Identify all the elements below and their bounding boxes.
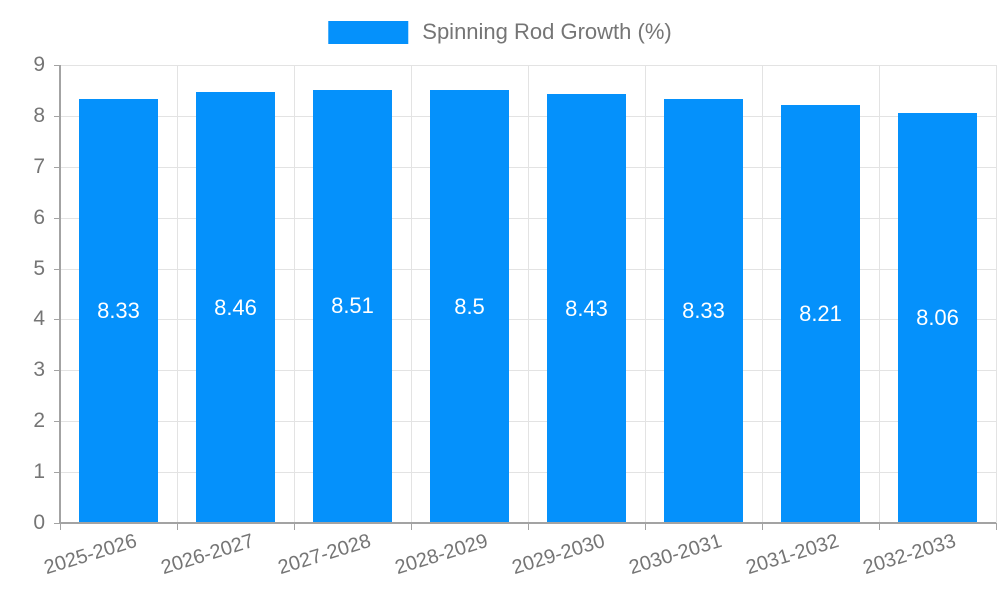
y-tick-label: 0	[33, 511, 45, 534]
bar[interactable]	[313, 89, 392, 523]
bar[interactable]	[79, 99, 158, 523]
y-tick-label: 5	[33, 256, 45, 280]
x-tick-label: 2027-2028	[275, 530, 373, 580]
bar-value-label: 8.43	[565, 295, 608, 321]
x-tick-label: 2030-2031	[626, 530, 724, 580]
bar-value-label: 8.33	[682, 298, 725, 324]
bar-value-label: 8.21	[799, 301, 842, 327]
bar-value-label: 8.5	[454, 293, 485, 319]
v-gridline	[879, 65, 880, 523]
x-axis-tick	[60, 523, 61, 530]
y-axis-tick	[54, 217, 60, 219]
v-gridline	[762, 65, 763, 523]
y-axis-tick	[54, 65, 60, 66]
legend-swatch	[328, 20, 409, 44]
y-tick-label: 6	[33, 205, 45, 229]
y-tick-label: 4	[33, 307, 45, 331]
y-axis-tick	[54, 472, 60, 474]
y-tick-label: 1	[33, 460, 45, 484]
x-axis-tick	[294, 523, 295, 530]
y-tick-label: 2	[33, 409, 45, 433]
x-tick-label: 2032-2033	[860, 530, 958, 580]
y-tick-label: 3	[33, 358, 45, 382]
bar-value-label: 8.46	[214, 294, 257, 320]
bar-value-label: 8.33	[97, 298, 140, 324]
x-tick-label: 2031-2032	[743, 530, 841, 580]
bar-value-label: 8.06	[916, 304, 959, 330]
bar[interactable]	[196, 92, 275, 523]
bar[interactable]	[430, 90, 509, 523]
y-axis-line	[59, 65, 61, 523]
x-axis-tick	[879, 523, 880, 530]
y-axis-tick	[54, 166, 60, 168]
y-axis-tick	[54, 370, 60, 372]
v-gridline	[177, 65, 178, 523]
v-gridline	[645, 65, 646, 523]
x-axis-tick	[177, 523, 178, 530]
y-axis-tick	[54, 268, 60, 270]
bar[interactable]	[664, 99, 743, 523]
bar-value-label: 8.51	[331, 293, 374, 319]
v-gridline	[411, 65, 412, 523]
y-axis-tick	[54, 523, 60, 524]
legend[interactable]: Spinning Rod Growth (%)	[328, 19, 672, 45]
bar[interactable]	[781, 105, 860, 523]
y-tick-label: 8	[33, 103, 45, 127]
v-gridline	[996, 65, 997, 523]
y-axis-tick	[54, 115, 60, 117]
y-tick-label: 7	[33, 154, 45, 178]
x-axis-tick	[645, 523, 646, 530]
x-tick-label: 2025-2026	[41, 530, 139, 580]
x-axis-line	[59, 522, 996, 524]
x-tick-label: 2026-2027	[158, 530, 256, 580]
x-tick-label: 2029-2030	[509, 530, 607, 580]
v-gridline	[528, 65, 529, 523]
y-axis-tick	[54, 319, 60, 321]
x-axis-tick	[996, 523, 997, 530]
v-gridline	[294, 65, 295, 523]
y-axis-tick	[54, 421, 60, 423]
y-tick-label: 9	[33, 53, 45, 76]
x-axis-tick	[762, 523, 763, 530]
x-tick-label: 2028-2029	[392, 530, 490, 580]
bar[interactable]	[547, 94, 626, 523]
x-axis-tick	[528, 523, 529, 530]
x-axis-tick	[411, 523, 412, 530]
bar[interactable]	[898, 112, 977, 523]
legend-label: Spinning Rod Growth (%)	[422, 19, 672, 44]
